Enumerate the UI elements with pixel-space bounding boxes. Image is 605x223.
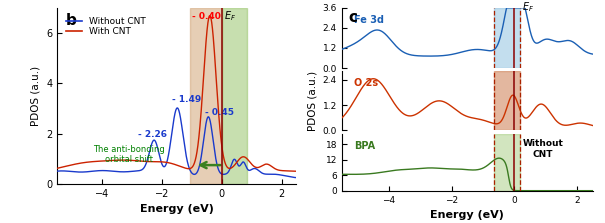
Without CNT: [54, 170, 61, 172]
With CNT: [206, 14, 214, 17]
Legend: Without CNT, With CNT: Without CNT, With CNT: [62, 13, 149, 40]
Without CNT: [164, 159, 171, 162]
With CNT: [293, 170, 300, 173]
Y-axis label: PDOS (a.u.): PDOS (a.u.): [31, 66, 41, 126]
Text: Fe 3d: Fe 3d: [355, 15, 384, 25]
Text: Without
CNT: Without CNT: [522, 140, 563, 159]
Without CNT: [66, 170, 73, 173]
Line: Without CNT: Without CNT: [57, 108, 296, 178]
Without CNT: [293, 176, 300, 179]
Text: - 2.26: - 2.26: [138, 130, 167, 139]
Without CNT: [242, 164, 249, 167]
With CNT: [286, 170, 293, 172]
With CNT: [66, 164, 73, 167]
Without CNT: [170, 119, 177, 122]
Text: $E_F$: $E_F$: [522, 0, 534, 14]
X-axis label: Energy (eV): Energy (eV): [140, 204, 214, 214]
With CNT: [286, 170, 293, 172]
Text: - 1.49: - 1.49: [172, 95, 201, 104]
Text: c: c: [348, 10, 357, 25]
With CNT: [164, 161, 171, 164]
With CNT: [54, 167, 61, 169]
Without CNT: [286, 176, 293, 178]
Without CNT: [286, 175, 293, 178]
X-axis label: Energy (eV): Energy (eV): [430, 210, 505, 220]
Without CNT: [174, 107, 181, 109]
Text: $E_F$: $E_F$: [224, 9, 236, 23]
Text: b: b: [66, 13, 77, 28]
Y-axis label: PDOS (a.u.): PDOS (a.u.): [307, 71, 317, 131]
Bar: [494, 8, 520, 68]
Text: The anti-bonding
orbital shift: The anti-bonding orbital shift: [93, 145, 165, 164]
Bar: [191, 8, 222, 184]
Bar: [494, 134, 520, 191]
Text: - 0.40: - 0.40: [192, 12, 221, 21]
Text: - 0.45: - 0.45: [205, 108, 234, 117]
With CNT: [170, 163, 177, 165]
Bar: [494, 71, 520, 130]
Text: BPA: BPA: [355, 141, 376, 151]
Bar: [222, 8, 247, 184]
With CNT: [242, 156, 249, 159]
Line: With CNT: With CNT: [57, 16, 296, 171]
Text: O 2s: O 2s: [355, 78, 379, 89]
